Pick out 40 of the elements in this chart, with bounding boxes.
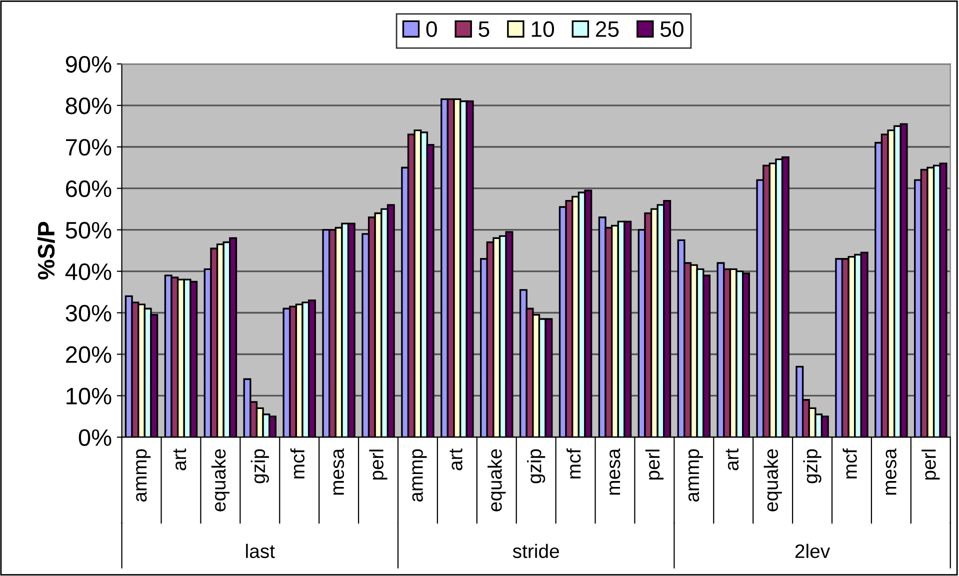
x-tick-label: ammp bbox=[136, 449, 151, 502]
y-tick-label: 70% bbox=[66, 138, 112, 156]
x-tick-label: gzip bbox=[803, 449, 822, 484]
x-tick-label: gzip bbox=[527, 449, 546, 484]
legend-label: 0 bbox=[426, 21, 437, 37]
y-tick-label: 80% bbox=[66, 97, 112, 114]
x-tick-label: mesa bbox=[610, 448, 620, 495]
y-tick-label: 30% bbox=[66, 304, 112, 322]
text: last bbox=[246, 544, 275, 558]
y-tick-label: 50% bbox=[66, 222, 112, 239]
x-tick-label: ammp bbox=[688, 449, 703, 502]
y-axis-title: %S/P bbox=[37, 222, 55, 280]
x-tick-label: gzip bbox=[250, 449, 269, 484]
legend-label: 10 bbox=[532, 21, 554, 37]
x-tick-label: art bbox=[450, 448, 462, 470]
x-tick-label: equake bbox=[764, 449, 782, 512]
y-tick-label: 90% bbox=[66, 56, 112, 73]
y-tick-label: 40% bbox=[65, 263, 112, 280]
text: 2lev bbox=[795, 544, 830, 558]
x-tick-label: perl bbox=[645, 450, 664, 480]
x-tick-label: equake bbox=[211, 449, 230, 512]
x-tick-label: mcf bbox=[842, 448, 857, 478]
x-tick-label: mcf bbox=[566, 448, 581, 478]
x-tick-label: art bbox=[726, 448, 739, 470]
legend-label: 5 bbox=[478, 21, 490, 37]
x-tick-label: equake bbox=[488, 449, 506, 512]
x-tick-label: mcf bbox=[290, 448, 305, 478]
x-tick-label: perl bbox=[369, 450, 388, 480]
y-tick-label: 20% bbox=[66, 346, 112, 364]
x-tick-label: perl bbox=[922, 450, 940, 480]
legend-label: 25 bbox=[596, 21, 619, 37]
x-tick-label: art bbox=[173, 448, 186, 470]
y-tick-label: 10% bbox=[66, 388, 112, 404]
x-tick-label: mesa bbox=[333, 448, 344, 495]
text: stride bbox=[512, 544, 559, 558]
legend-label: 50 bbox=[660, 21, 684, 37]
y-tick-label: 0% bbox=[78, 429, 112, 446]
x-tick-label: mesa bbox=[886, 448, 896, 495]
x-tick-label: ammp bbox=[412, 449, 427, 502]
y-tick-label: 60% bbox=[66, 180, 112, 198]
